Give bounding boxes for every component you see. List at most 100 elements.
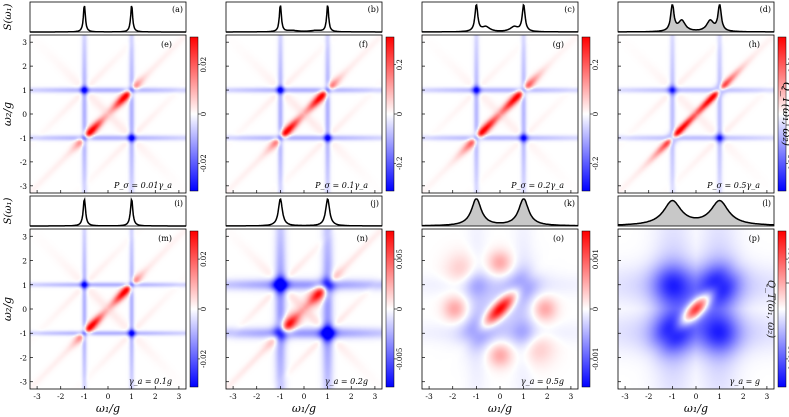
heatmap-panel-m: (m) γ_a = 0.1g 3 2 1 0 -1 -2 -3 -3 -2 -1 0 1 2 3 0.02 0 -0… xyxy=(20,228,208,401)
x-tick-label: -2 xyxy=(253,392,261,401)
y-tick-label: 2 xyxy=(22,62,27,71)
heatmap-image-h xyxy=(618,35,774,193)
spectrum-panel-b: (b) xyxy=(225,1,383,33)
y-tick-label: -3 xyxy=(20,182,28,191)
panel-label-k: (k) xyxy=(564,199,575,208)
spectrum-frame-i xyxy=(29,195,187,227)
colorbar-tick-label-e: -0.02 xyxy=(200,154,208,172)
panel-label-g: (g) xyxy=(553,40,564,49)
heatmap-panel-f: (f) P_σ = 0.1γ_a 0.2 0 -0.2 xyxy=(225,34,404,194)
colorbar-tick-label-f: -0.2 xyxy=(396,157,404,171)
x-tick-label: -2 xyxy=(57,392,65,401)
colorbar-tick-label-g: 0 xyxy=(592,112,600,116)
annotation-n: γ_a = 0.2g xyxy=(325,377,368,386)
heatmap-panel-h: (h)P_σ = 0.5γ_a0.500-0.25 xyxy=(617,34,789,194)
y-tick-label: 1 xyxy=(22,281,27,290)
colorbar-g xyxy=(581,36,591,192)
x-tick-label: 1 xyxy=(717,392,722,401)
x-tick-label: -2 xyxy=(449,392,457,401)
spectrum-line-i xyxy=(30,196,186,227)
panel-label-l: (l) xyxy=(762,199,771,208)
x-tick-label: 0 xyxy=(106,392,111,401)
x-tick-label: 0 xyxy=(694,392,699,401)
y-tick-label: -2 xyxy=(20,353,28,362)
heatmap-image-n xyxy=(226,229,382,389)
x-tick-label: -1 xyxy=(669,392,676,401)
spectrum-frame-c xyxy=(421,1,579,33)
spectrum-line-b xyxy=(226,5,382,33)
spectrum-line-c xyxy=(422,3,578,33)
spectrum-line-a xyxy=(30,5,186,33)
colorbar-tick-label-n: 0.005 xyxy=(396,249,404,269)
spectrum-panel-j: (j) xyxy=(225,195,383,227)
heatmap-panel-n: (n) γ_a = 0.2g -3 -2 -1 0 1 2 3 0.005 0 -0.005 xyxy=(225,228,404,401)
panel-label-a: (a) xyxy=(172,5,183,14)
x-tick-label: -3 xyxy=(229,392,237,401)
spectrum-line-j xyxy=(226,197,382,227)
x-tick-label: 2 xyxy=(545,392,550,401)
colorbar-tick-label-n: 0 xyxy=(396,307,404,311)
y-tick-label: -1 xyxy=(20,329,27,338)
spectrum-panel-i: (i) xyxy=(29,195,187,227)
y-tick-label: 2 xyxy=(22,257,27,266)
colorbar-tick-label-e: 0 xyxy=(200,112,208,116)
spectrum-frame-l xyxy=(617,195,775,227)
x-tick-label: 3 xyxy=(765,392,770,401)
heatmap-image-p xyxy=(618,229,774,389)
x-tick-label: 0 xyxy=(498,392,503,401)
panel-label-d: (d) xyxy=(760,5,771,14)
spectrum-frame-d xyxy=(617,1,775,33)
annotation-e: P_σ = 0.01γ_a xyxy=(113,181,172,190)
colorbar-tick-label-g: -0.2 xyxy=(592,157,600,171)
x-axis-label: ω₁/g xyxy=(488,402,512,415)
colorbar-tick-label-n: -0.005 xyxy=(396,348,404,370)
x-tick-label: 0 xyxy=(302,392,307,401)
spectrum-line-l xyxy=(618,199,774,226)
colorbar-title-bottom: Q_T(ω₁, ω₂) xyxy=(765,280,776,338)
panel-label-m: (m) xyxy=(158,234,172,243)
y-tick-label: -3 xyxy=(20,378,28,387)
colorbar-tick-label-g: 0.2 xyxy=(592,59,600,70)
spectrum-panel-c: (c) xyxy=(421,1,579,33)
x-tick-label: -3 xyxy=(33,392,41,401)
y-axis-label-spectrum: S(ω₁) xyxy=(3,3,14,30)
colorbar-tick-label-o: 0 xyxy=(592,307,600,311)
x-tick-label: 2 xyxy=(153,392,158,401)
colorbar-e xyxy=(189,36,199,192)
y-tick-label: 1 xyxy=(22,86,27,95)
colorbar-tick-label-o: -0.001 xyxy=(592,348,600,370)
heatmap-image-e xyxy=(30,35,186,193)
annotation-g: P_σ = 0.2γ_a xyxy=(510,181,564,190)
x-tick-label: -2 xyxy=(645,392,653,401)
colorbar-tick-label-f: 0.2 xyxy=(396,59,404,70)
panel-label-h: (h) xyxy=(749,40,760,49)
colorbar-h xyxy=(777,36,787,192)
x-tick-label: -3 xyxy=(621,392,629,401)
x-tick-label: -1 xyxy=(277,392,284,401)
spectrum-frame-a xyxy=(29,1,187,33)
annotation-m: γ_a = 0.1g xyxy=(129,377,172,386)
colorbar-n xyxy=(385,230,395,388)
panel-label-n: (n) xyxy=(357,234,368,243)
panel-label-p: (p) xyxy=(749,234,760,243)
y-tick-label: 3 xyxy=(22,38,27,47)
spectrum-frame-k xyxy=(421,195,579,227)
spectrum-panel-d: (d) xyxy=(617,1,775,33)
y-axis-label-spectrum: S(ω₁) xyxy=(3,197,14,224)
x-tick-label: 2 xyxy=(349,392,354,401)
heatmap-image-f xyxy=(226,35,382,193)
spectrum-line-d xyxy=(618,4,774,33)
y-axis-label-map: ω₂/g xyxy=(1,297,14,321)
y-tick-label: -1 xyxy=(20,134,27,143)
x-tick-label: -1 xyxy=(81,392,88,401)
x-axis-label: ω₁/g xyxy=(684,402,708,415)
panel-label-c: (c) xyxy=(564,5,575,14)
x-tick-label: 1 xyxy=(129,392,134,401)
spectrum-fill-d xyxy=(618,5,774,32)
spectrum-panel-k: (k) xyxy=(421,195,579,227)
x-tick-label: 3 xyxy=(569,392,574,401)
colorbar-m xyxy=(189,230,199,388)
colorbar-f xyxy=(385,36,395,192)
